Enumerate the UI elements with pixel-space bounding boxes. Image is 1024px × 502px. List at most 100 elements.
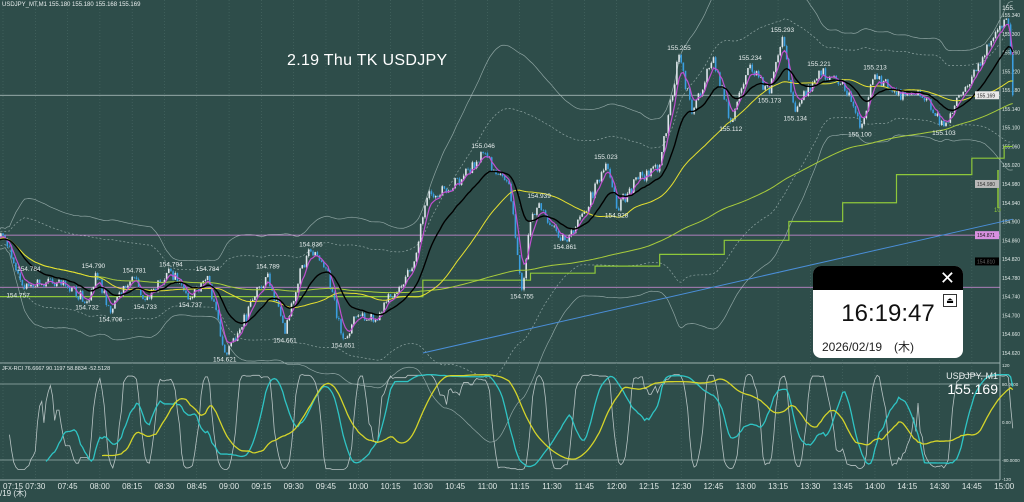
candle-bearish [148, 297, 151, 299]
candle-bullish [114, 300, 116, 309]
candle-bullish [204, 280, 207, 281]
candle-bearish [342, 333, 344, 339]
rci-indicator-info: JFX-RCI 76.6667 90.1197 58.8834 -52.5128 [2, 366, 111, 372]
candle-bullish [424, 205, 426, 218]
price-axis-marker-label: 154.810 [977, 259, 995, 265]
y-tick-label: 155.100 [1002, 126, 1020, 132]
candle-bearish [96, 273, 99, 280]
candle-bullish [990, 40, 993, 46]
pin-icon[interactable]: ⏏ [943, 294, 957, 307]
candle-bullish [527, 235, 530, 260]
candle-bearish [271, 286, 273, 291]
candle-bullish [872, 79, 874, 85]
candle-bearish [23, 285, 26, 289]
rci-level-label: 80.0000 [1002, 382, 1019, 387]
candle-bullish [40, 284, 43, 285]
candle-bearish [533, 213, 536, 215]
candle-bearish [432, 194, 435, 198]
candle-bullish [764, 86, 766, 90]
candle-bearish [824, 68, 827, 80]
candle-bullish [536, 207, 538, 215]
candle-bearish [497, 173, 499, 175]
candle-bearish [75, 286, 78, 297]
y-tick-label: 155.220 [1002, 69, 1020, 75]
candle-bearish [469, 169, 472, 173]
candle-bearish [592, 192, 594, 198]
candle-bullish [669, 100, 672, 116]
x-tick-label: 11:45 [575, 482, 595, 491]
close-icon[interactable]: ✕ [939, 268, 955, 288]
candle-bearish [363, 313, 366, 321]
candle-bearish [187, 293, 189, 300]
candle-bearish [445, 188, 448, 193]
bollinger-lower-band [0, 117, 1013, 379]
candle-bullish [30, 285, 32, 287]
candle-bearish [850, 92, 853, 102]
candle-bullish [415, 252, 418, 262]
candle-bearish [144, 298, 146, 300]
candle-bullish [406, 270, 409, 277]
candle-bearish [486, 153, 489, 158]
candle-bearish [53, 283, 56, 287]
y-tick-label: 155.060 [1002, 144, 1020, 150]
candle-bullish [635, 177, 637, 180]
x-tick-label: 14:30 [930, 482, 951, 491]
candle-bearish [947, 122, 949, 124]
candle-bearish [430, 191, 433, 195]
price-axis-marker-label: 154.980 [977, 182, 995, 188]
price-label: 154.790 [82, 263, 106, 270]
candle-bearish [223, 344, 226, 353]
candle-bullish [766, 85, 769, 87]
candle-bearish [99, 279, 101, 280]
candle-bearish [923, 97, 926, 101]
candle-bullish [906, 93, 909, 96]
candle-bearish [467, 168, 469, 170]
candle-bullish [307, 249, 310, 256]
candle-bearish [572, 230, 575, 234]
candle-bullish [581, 213, 583, 217]
candle-bullish [999, 25, 1001, 30]
x-tick-label: 09:00 [219, 482, 240, 491]
candle-bearish [979, 63, 982, 66]
candle-bearish [689, 88, 691, 100]
candle-bearish [329, 271, 332, 290]
candle-bearish [725, 99, 728, 101]
candle-bearish [6, 238, 9, 247]
candle-bullish [398, 287, 400, 293]
x-tick-label: 13:15 [768, 482, 789, 491]
candle-bearish [391, 296, 394, 298]
candle-bullish [241, 327, 243, 330]
candle-bullish [574, 227, 577, 234]
candle-bearish [437, 195, 439, 197]
candle-bullish [465, 168, 467, 176]
candle-bullish [665, 133, 667, 137]
candle-bullish [383, 302, 385, 313]
candle-bearish [611, 177, 614, 188]
candle-bullish [236, 333, 239, 341]
candle-bullish [47, 278, 50, 283]
candle-bearish [21, 280, 24, 286]
candle-bullish [841, 80, 844, 84]
candle-bullish [663, 136, 665, 152]
candle-bearish [684, 70, 687, 89]
candle-bullish [189, 298, 192, 300]
candle-bullish [654, 165, 657, 167]
candle-bearish [566, 239, 568, 242]
candle-bearish [133, 276, 136, 278]
candle-bullish [256, 287, 258, 297]
candle-bullish [402, 284, 405, 287]
price-axis-marker-label: 155.169 [977, 93, 995, 99]
candle-bearish [598, 179, 601, 182]
candle-bearish [714, 57, 717, 72]
symbol-info-header: USDJPY_MT,M1 155.180 155.180 155.168 155… [2, 2, 141, 8]
candle-bullish [394, 294, 396, 298]
candle-bullish [247, 306, 250, 322]
candle-bearish [551, 225, 553, 227]
candle-bearish [820, 70, 822, 76]
candle-bullish [620, 199, 622, 211]
candle-bullish [531, 213, 534, 222]
candle-bearish [12, 257, 15, 264]
x-tick-label: 10:30 [413, 482, 434, 491]
candle-bearish [105, 291, 108, 306]
